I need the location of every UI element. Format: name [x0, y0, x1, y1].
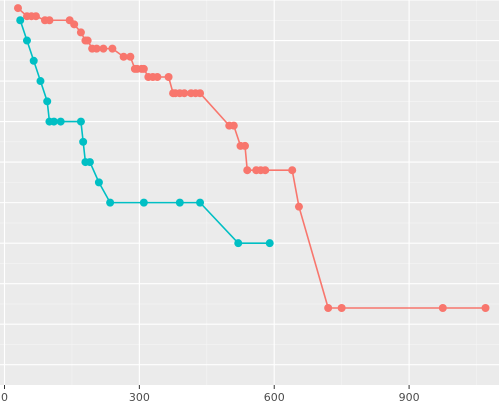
data-point: [229, 121, 238, 130]
data-point: [324, 304, 333, 312]
data-point: [196, 89, 205, 98]
data-point: [45, 16, 54, 25]
series-layer: [13, 4, 490, 312]
data-point: [43, 97, 52, 106]
data-point: [126, 52, 135, 61]
data-point: [288, 166, 297, 175]
series-2: [16, 16, 274, 248]
plot-panel: [0, 0, 499, 385]
data-point: [85, 158, 94, 167]
data-point: [261, 166, 270, 175]
data-point: [70, 20, 79, 29]
data-point: [196, 198, 205, 207]
x-tick-label: 0: [1, 391, 8, 404]
data-point: [31, 12, 40, 21]
data-point: [119, 52, 128, 61]
data-point: [22, 36, 31, 45]
data-point: [164, 73, 173, 81]
data-point: [106, 198, 115, 207]
data-point: [243, 166, 252, 175]
major-gridlines: [0, 0, 499, 385]
data-point: [76, 28, 85, 37]
data-point: [29, 56, 38, 65]
data-point: [139, 64, 148, 73]
data-point: [94, 178, 103, 187]
data-point: [481, 304, 490, 312]
data-point: [49, 117, 58, 126]
data-point: [337, 304, 346, 312]
data-point: [13, 4, 22, 13]
data-point: [16, 16, 25, 25]
minor-gridlines: [0, 0, 499, 385]
x-tick-label: 600: [264, 391, 285, 404]
data-point: [99, 44, 108, 53]
data-point: [234, 239, 243, 248]
data-point: [241, 141, 250, 150]
data-point: [438, 304, 447, 312]
data-point: [56, 117, 65, 126]
data-point: [175, 198, 184, 207]
data-point: [36, 77, 45, 86]
data-point: [108, 44, 117, 53]
data-point: [153, 73, 162, 81]
data-point: [76, 117, 85, 126]
x-axis: 0 300 600 900: [1, 385, 420, 404]
x-tick-label: 300: [129, 391, 150, 404]
data-point: [294, 202, 303, 211]
data-point: [83, 36, 92, 45]
data-point: [180, 89, 189, 98]
data-point: [139, 198, 148, 207]
data-point: [92, 44, 101, 53]
series-1: [13, 4, 490, 312]
data-point: [79, 137, 88, 146]
x-tick-label: 900: [399, 391, 420, 404]
data-point: [265, 239, 274, 248]
